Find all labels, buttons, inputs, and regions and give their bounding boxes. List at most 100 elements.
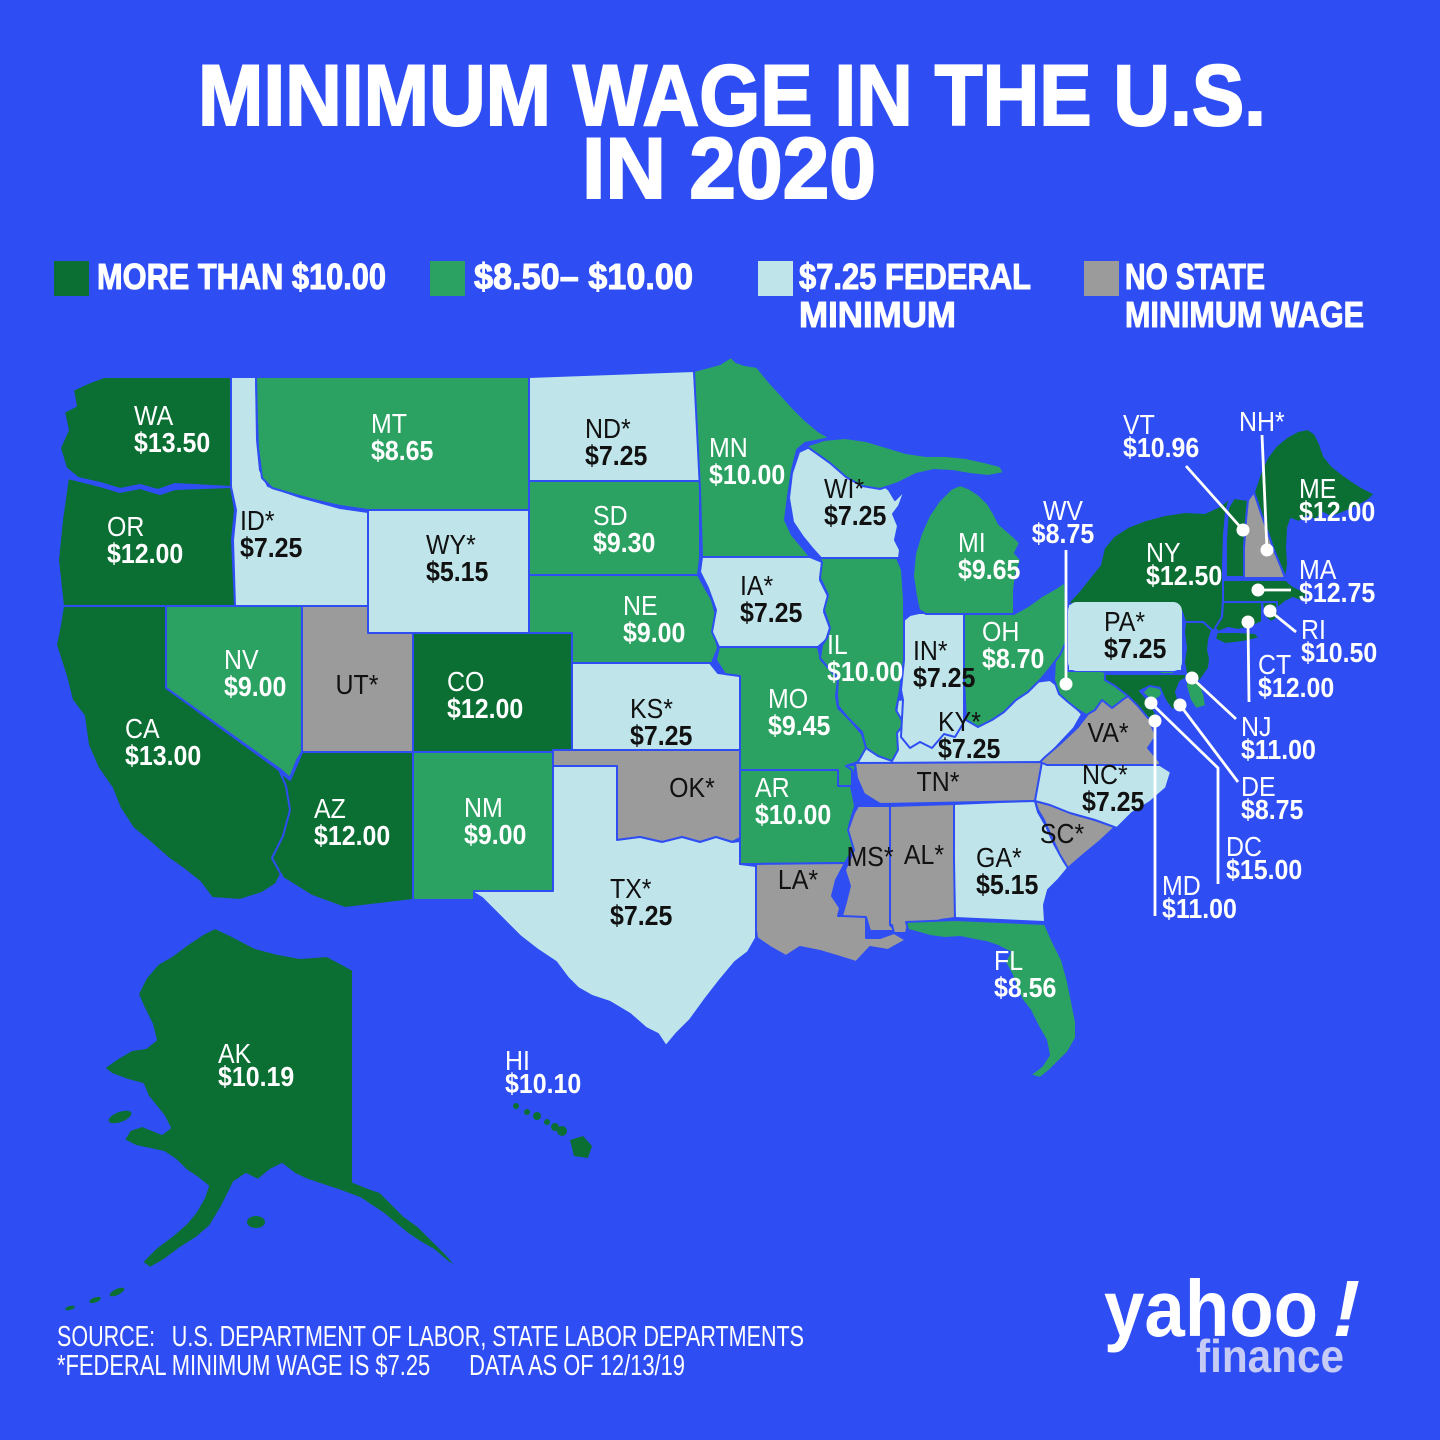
svg-text:$7.25: $7.25 — [610, 900, 672, 931]
svg-text:MD: MD — [1162, 870, 1201, 901]
svg-text:$11.00: $11.00 — [1162, 893, 1237, 924]
svg-text:$13.00: $13.00 — [125, 740, 201, 771]
svg-text:NJ: NJ — [1241, 711, 1272, 742]
svg-text:MI: MI — [958, 527, 986, 558]
svg-text:NY: NY — [1146, 537, 1181, 568]
svg-text:IL: IL — [827, 629, 848, 660]
svg-text:VT: VT — [1123, 409, 1155, 440]
svg-text:MINIMUM WAGE: MINIMUM WAGE — [1125, 294, 1364, 335]
svg-text:$12.00: $12.00 — [1299, 496, 1375, 527]
svg-text:IN 2020: IN 2020 — [582, 121, 876, 217]
svg-text:NH*: NH* — [1239, 406, 1285, 437]
svg-text:$7.25: $7.25 — [1082, 786, 1144, 817]
svg-text:$5.15: $5.15 — [976, 869, 1038, 900]
svg-text:$9.45: $9.45 — [768, 710, 830, 741]
svg-text:CA: CA — [125, 713, 160, 744]
svg-text:MORE THAN $10.00: MORE THAN $10.00 — [97, 256, 386, 297]
svg-text:AL*: AL* — [904, 839, 944, 870]
svg-text:RI: RI — [1301, 614, 1326, 645]
svg-text:$8.50– $10.00: $8.50– $10.00 — [474, 256, 693, 297]
svg-text:$8.56: $8.56 — [994, 972, 1056, 1003]
svg-text:$8.75: $8.75 — [1032, 518, 1094, 549]
svg-text:TN*: TN* — [917, 766, 960, 797]
svg-text:$12.00: $12.00 — [314, 820, 390, 851]
svg-text:GA*: GA* — [976, 842, 1022, 873]
svg-text:DC: DC — [1226, 831, 1262, 862]
svg-text:$7.25: $7.25 — [630, 720, 692, 751]
svg-text:$12.00: $12.00 — [447, 693, 523, 724]
svg-text:$13.50: $13.50 — [134, 427, 210, 458]
svg-text:MINIMUM WAGE IN THE U.S.: MINIMUM WAGE IN THE U.S. — [198, 48, 1266, 144]
svg-text:ID*: ID* — [240, 505, 275, 536]
svg-text:WY*: WY* — [426, 529, 476, 560]
svg-text:$8.75: $8.75 — [1241, 794, 1303, 825]
svg-text:MINIMUM: MINIMUM — [799, 294, 956, 335]
svg-text:WI*: WI* — [824, 473, 864, 504]
svg-text:$7.25: $7.25 — [740, 597, 802, 628]
svg-text:MT: MT — [371, 408, 407, 439]
svg-text:ME: ME — [1299, 473, 1336, 504]
svg-text:$9.00: $9.00 — [464, 819, 526, 850]
svg-text:$9.00: $9.00 — [623, 617, 685, 648]
svg-text:FL: FL — [994, 945, 1023, 976]
svg-text:OK*: OK* — [669, 772, 715, 803]
svg-text:SOURCE: U.S. DEPARTMENT OF LA: SOURCE: U.S. DEPARTMENT OF LABOR, STATE … — [57, 1321, 804, 1353]
svg-text:$7.25: $7.25 — [240, 532, 302, 563]
svg-text:$12.00: $12.00 — [107, 538, 183, 569]
svg-text:AK: AK — [218, 1038, 251, 1069]
svg-text:CO: CO — [447, 666, 484, 697]
svg-text:KS*: KS* — [630, 693, 673, 724]
svg-text:DE: DE — [1241, 771, 1276, 802]
svg-text:$11.00: $11.00 — [1241, 734, 1316, 765]
svg-text:$10.19: $10.19 — [218, 1061, 294, 1092]
svg-text:$12.50: $12.50 — [1146, 560, 1222, 591]
svg-text:*FEDERAL MINIMUM WAGE IS $7.25: *FEDERAL MINIMUM WAGE IS $7.25 DATA AS O… — [57, 1350, 685, 1382]
svg-text:HI: HI — [505, 1045, 530, 1076]
svg-text:finance: finance — [1196, 1330, 1344, 1382]
svg-text:NE: NE — [623, 590, 658, 621]
svg-text:VA*: VA* — [1087, 717, 1128, 748]
svg-text:ND*: ND* — [585, 413, 631, 444]
svg-text:AZ: AZ — [314, 793, 346, 824]
svg-text:NC*: NC* — [1082, 759, 1128, 790]
svg-text:IA*: IA* — [740, 570, 773, 601]
svg-text:MN: MN — [709, 432, 748, 463]
svg-text:$9.65: $9.65 — [958, 554, 1020, 585]
svg-text:$12.75: $12.75 — [1299, 577, 1375, 608]
svg-text:$9.00: $9.00 — [224, 671, 286, 702]
svg-text:$8.65: $8.65 — [371, 435, 433, 466]
svg-text:yahoo: yahoo — [1104, 1264, 1318, 1353]
svg-text:$10.10: $10.10 — [505, 1068, 581, 1099]
svg-text:$7.25: $7.25 — [913, 662, 975, 693]
svg-text:NO STATE: NO STATE — [1125, 256, 1265, 297]
svg-text:PA*: PA* — [1104, 606, 1145, 637]
svg-text:$7.25: $7.25 — [1104, 633, 1166, 664]
svg-text:IN*: IN* — [913, 635, 948, 666]
svg-text:OR: OR — [107, 511, 144, 542]
svg-text:WA: WA — [134, 400, 173, 431]
svg-text:$7.25 FEDERAL: $7.25 FEDERAL — [799, 256, 1031, 297]
svg-text:NV: NV — [224, 644, 259, 675]
svg-text:NM: NM — [464, 792, 503, 823]
svg-text:MO: MO — [768, 683, 808, 714]
svg-text:AR: AR — [755, 772, 790, 803]
svg-text:MS*: MS* — [846, 841, 893, 872]
svg-text:KY*: KY* — [938, 706, 981, 737]
svg-text:$5.15: $5.15 — [426, 556, 488, 587]
svg-text:$10.50: $10.50 — [1301, 637, 1377, 668]
svg-text:UT*: UT* — [336, 669, 379, 700]
svg-text:$7.25: $7.25 — [938, 733, 1000, 764]
svg-text:OH: OH — [982, 616, 1019, 647]
svg-text:SD: SD — [593, 500, 628, 531]
svg-text:MA: MA — [1299, 554, 1337, 585]
svg-text:$10.00: $10.00 — [709, 459, 785, 490]
svg-text:$12.00: $12.00 — [1258, 672, 1334, 703]
svg-text:$10.00: $10.00 — [755, 799, 831, 830]
svg-text:SC*: SC* — [1040, 818, 1084, 849]
svg-text:$7.25: $7.25 — [585, 440, 647, 471]
svg-text:$15.00: $15.00 — [1226, 854, 1302, 885]
svg-text:LA*: LA* — [778, 864, 818, 895]
svg-text:$10.96: $10.96 — [1123, 432, 1199, 463]
svg-text:TX*: TX* — [610, 873, 652, 904]
svg-text:$10.00: $10.00 — [827, 656, 903, 687]
